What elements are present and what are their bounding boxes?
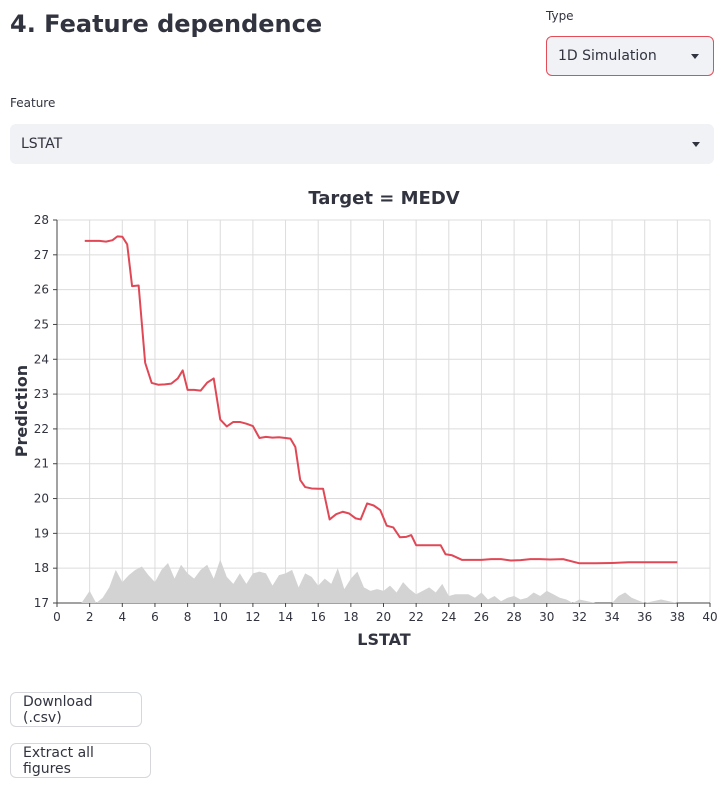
- x-tick-label: 14: [278, 610, 293, 624]
- y-tick-label: 23: [34, 387, 49, 401]
- y-axis-label: Prediction: [12, 365, 31, 457]
- y-tick-label: 26: [34, 283, 49, 297]
- y-tick-label: 22: [34, 422, 49, 436]
- y-tick-label: 17: [34, 596, 49, 610]
- y-tick-label: 25: [34, 317, 49, 331]
- x-tick-label: 32: [572, 610, 587, 624]
- x-tick-label: 6: [151, 610, 159, 624]
- download-csv-button[interactable]: Download (.csv): [10, 692, 142, 727]
- x-tick-label: 40: [702, 610, 717, 624]
- x-tick-label: 34: [604, 610, 619, 624]
- feature-label: Feature: [10, 96, 56, 110]
- distribution-area: [81, 559, 678, 603]
- dependence-chart: Target = MEDV 0 2 4 6 8 10 12 14 16 18 20 22 24 26 28 3…: [12, 188, 718, 649]
- x-tick-label: 28: [506, 610, 521, 624]
- type-label: Type: [546, 9, 574, 23]
- x-tick-label: 8: [184, 610, 192, 624]
- y-tick-label: 24: [34, 352, 49, 366]
- y-tick-label: 18: [34, 561, 49, 575]
- x-tick-label: 20: [376, 610, 391, 624]
- x-tick-label: 2: [86, 610, 94, 624]
- x-tick-label: 22: [409, 610, 424, 624]
- type-select[interactable]: 1D Simulation: [546, 36, 714, 76]
- x-tick-label: 4: [118, 610, 126, 624]
- y-tick-label: 20: [34, 492, 49, 506]
- chevron-down-icon: [691, 54, 699, 59]
- page-title: 4. Feature dependence: [10, 10, 323, 38]
- y-tick-label: 19: [34, 526, 49, 540]
- prediction-line: [84, 235, 678, 565]
- type-select-value: 1D Simulation: [558, 48, 657, 64]
- x-tick-label: 38: [670, 610, 685, 624]
- chevron-down-icon: [692, 142, 700, 147]
- extract-figures-button[interactable]: Extract all figures: [10, 743, 151, 778]
- x-tick-label: 18: [343, 610, 358, 624]
- y-tick-label: 27: [34, 248, 49, 262]
- x-tick-label: 0: [53, 610, 61, 624]
- x-tick-label: 30: [539, 610, 554, 624]
- feature-select[interactable]: LSTAT: [10, 124, 714, 164]
- x-tick-label: 12: [245, 610, 260, 624]
- x-tick-label: 36: [637, 610, 652, 624]
- x-tick-label: 24: [441, 610, 456, 624]
- x-tick-label: 10: [213, 610, 228, 624]
- x-axis-label: LSTAT: [357, 630, 411, 649]
- chart-title: Target = MEDV: [308, 188, 459, 209]
- x-tick-label: 26: [474, 610, 489, 624]
- y-tick-label: 28: [34, 213, 49, 227]
- x-tick-label: 16: [311, 610, 326, 624]
- y-tick-label: 21: [34, 457, 49, 471]
- feature-select-value: LSTAT: [21, 136, 63, 152]
